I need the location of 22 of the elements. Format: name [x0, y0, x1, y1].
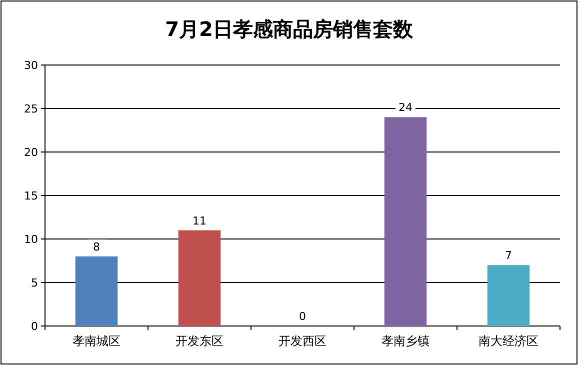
bar [75, 256, 118, 326]
y-tick-label: 5 [31, 276, 38, 290]
data-label: 0 [299, 310, 306, 323]
x-tick-label: 南大经济区 [478, 334, 538, 348]
chart-title: 7月2日孝感商品房销售套数 [165, 17, 414, 41]
y-tick-label: 25 [24, 102, 38, 116]
x-tick-label: 孝南乡镇 [382, 334, 430, 348]
x-tick-label: 开发东区 [176, 334, 224, 348]
data-label: 11 [192, 214, 206, 228]
y-tick-label: 15 [24, 190, 38, 202]
bar [487, 265, 530, 326]
y-tick-label: 20 [24, 146, 38, 159]
data-label: 24 [398, 101, 412, 114]
x-tick-label: 开发西区 [278, 334, 326, 348]
bar [384, 117, 427, 326]
y-tick-label: 30 [24, 59, 38, 72]
x-tick-label: 孝南城区 [72, 334, 120, 348]
y-tick-label: 10 [24, 233, 38, 246]
y-tick-label: 0 [31, 320, 38, 333]
data-label: 8 [93, 240, 100, 254]
bar [178, 230, 221, 326]
data-label: 7 [505, 249, 512, 262]
